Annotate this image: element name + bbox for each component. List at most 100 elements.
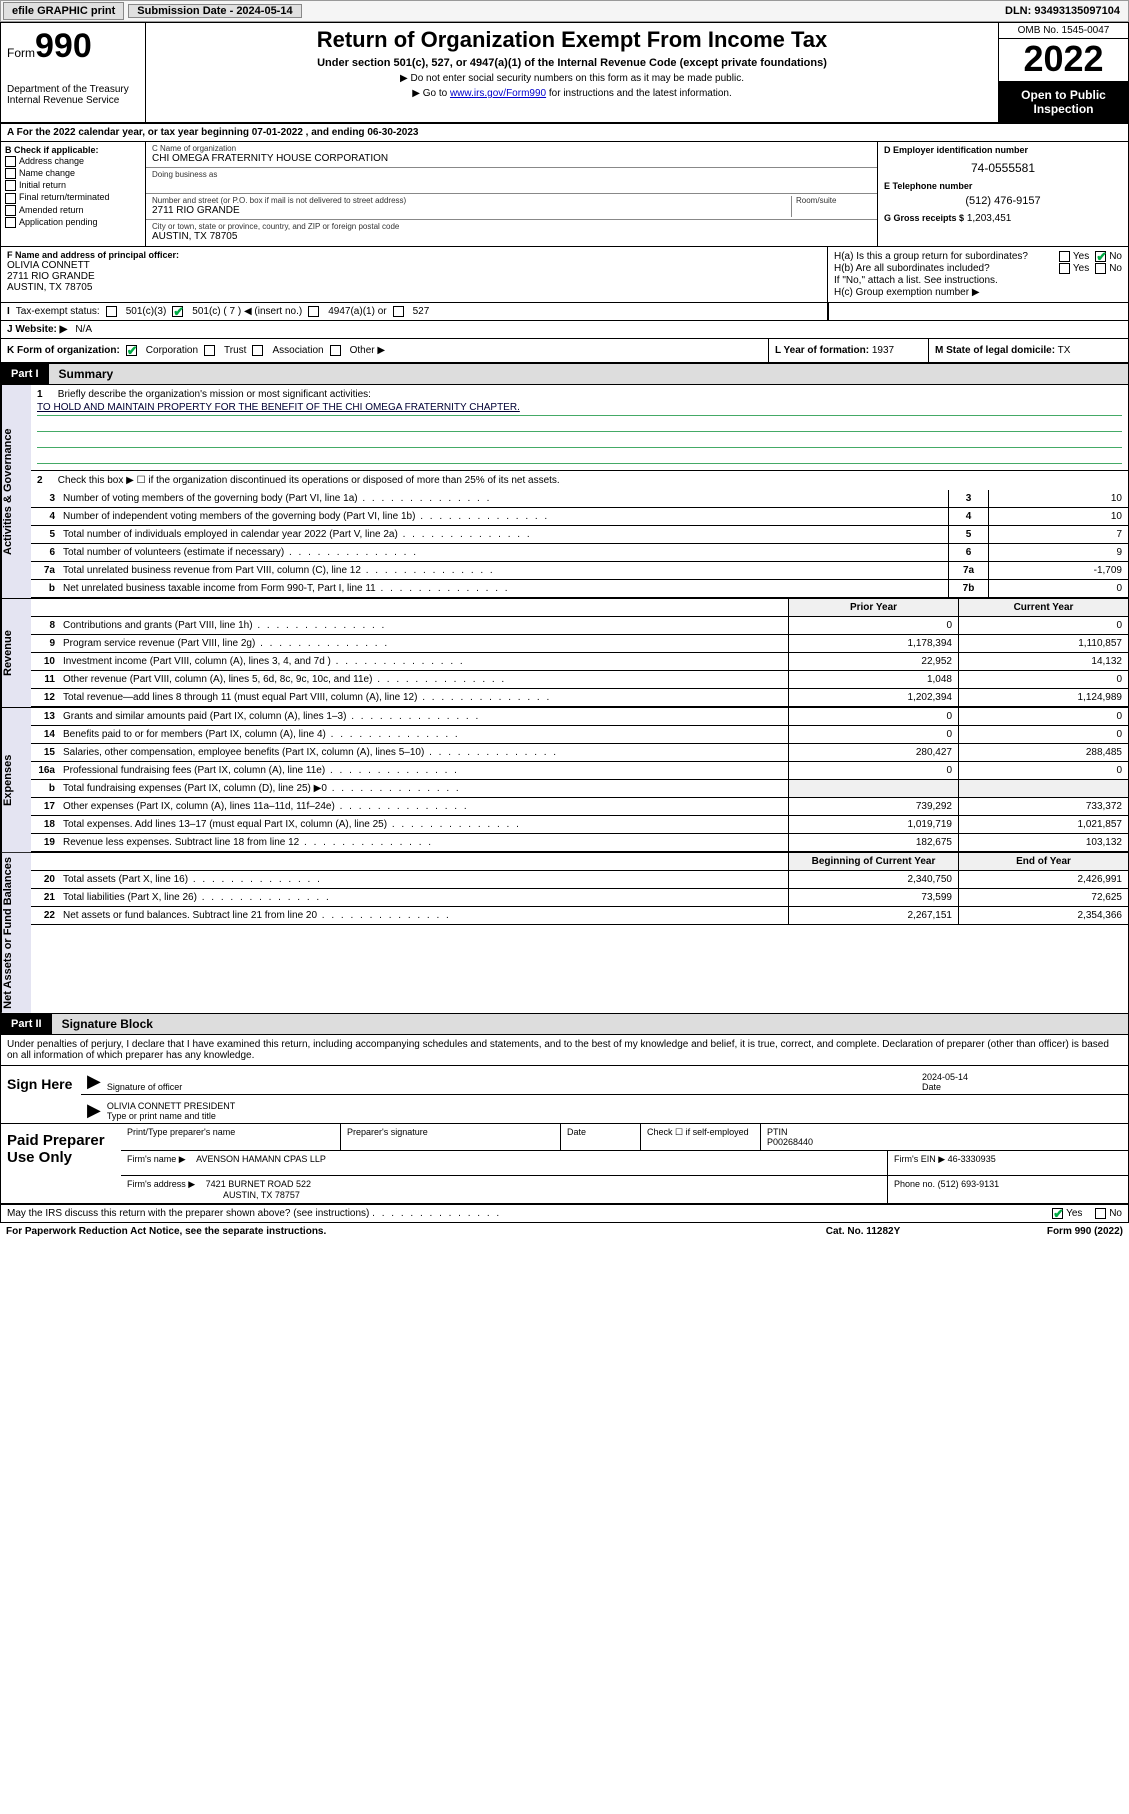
hb-row: H(b) Are all subordinates included? Yes … bbox=[834, 263, 1122, 274]
cb-initial-return[interactable]: Initial return bbox=[5, 180, 141, 191]
row-text: Total unrelated business revenue from Pa… bbox=[59, 562, 948, 579]
dba-label: Doing business as bbox=[152, 170, 871, 179]
row-num: 9 bbox=[31, 635, 59, 652]
table-row: 22 Net assets or fund balances. Subtract… bbox=[31, 907, 1128, 925]
city-label: City or town, state or province, country… bbox=[152, 222, 871, 231]
cb-final-return[interactable]: Final return/terminated bbox=[5, 192, 141, 203]
current-val: 0 bbox=[958, 762, 1128, 779]
cb-amended[interactable]: Amended return bbox=[5, 205, 141, 216]
row-text: Net unrelated business taxable income fr… bbox=[59, 580, 948, 597]
row-num: 4 bbox=[31, 508, 59, 525]
table-row: 19 Revenue less expenses. Subtract line … bbox=[31, 834, 1128, 852]
hb-yes-cb[interactable] bbox=[1059, 263, 1070, 274]
cb-trust[interactable] bbox=[204, 345, 215, 356]
efile-print-button[interactable]: efile GRAPHIC print bbox=[3, 2, 124, 20]
irs-link[interactable]: www.irs.gov/Form990 bbox=[450, 88, 546, 99]
row-j: J Website: ▶ N/A bbox=[1, 321, 1128, 339]
addr-value: 2711 RIO GRANDE bbox=[152, 205, 791, 216]
officer-name-title: OLIVIA CONNETT PRESIDENT bbox=[107, 1101, 1122, 1111]
row-i: I Tax-exempt status: 501(c)(3) 501(c) ( … bbox=[1, 303, 1128, 321]
cb-corp[interactable] bbox=[126, 345, 137, 356]
current-val: 14,132 bbox=[958, 653, 1128, 670]
org-name: CHI OMEGA FRATERNITY HOUSE CORPORATION bbox=[152, 153, 871, 164]
current-val: 0 bbox=[958, 671, 1128, 688]
vtab-revenue: Revenue bbox=[1, 599, 31, 707]
note2-post: for instructions and the latest informat… bbox=[546, 88, 732, 99]
cb-501c3[interactable] bbox=[106, 306, 117, 317]
name-line: ▶ OLIVIA CONNETT PRESIDENT Type or print… bbox=[81, 1095, 1128, 1123]
ha-row: H(a) Is this a group return for subordin… bbox=[834, 251, 1122, 262]
discuss-no-cb[interactable] bbox=[1095, 1208, 1106, 1219]
cb-other[interactable] bbox=[330, 345, 341, 356]
officer-label: F Name and address of principal officer: bbox=[7, 250, 821, 260]
table-row: 15 Salaries, other compensation, employe… bbox=[31, 744, 1128, 762]
prep-date-hdr: Date bbox=[561, 1124, 641, 1150]
table-row: 5 Total number of individuals employed i… bbox=[31, 526, 1128, 544]
cb-app-pending[interactable]: Application pending bbox=[5, 217, 141, 228]
phone-value: (512) 476-9157 bbox=[884, 195, 1122, 207]
begin-year-hdr: Beginning of Current Year bbox=[788, 853, 958, 870]
prior-year-hdr: Prior Year bbox=[788, 599, 958, 616]
cb-4947[interactable] bbox=[308, 306, 319, 317]
q2: 2 Check this box ▶ ☐ if the organization… bbox=[31, 471, 1128, 490]
table-row: 6 Total number of volunteers (estimate i… bbox=[31, 544, 1128, 562]
section-expenses: Expenses 13 Grants and similar amounts p… bbox=[1, 708, 1128, 853]
open-public: Open to Public Inspection bbox=[999, 82, 1128, 122]
cat-no: Cat. No. 11282Y bbox=[763, 1226, 963, 1237]
dba-cell: Doing business as bbox=[146, 168, 877, 194]
hb-no-cb[interactable] bbox=[1095, 263, 1106, 274]
table-row: 9 Program service revenue (Part VIII, li… bbox=[31, 635, 1128, 653]
cb-label: Amended return bbox=[19, 205, 84, 215]
prior-val: 2,340,750 bbox=[788, 871, 958, 888]
firm-ein-cell: Firm's EIN ▶ 46-3330935 bbox=[888, 1151, 1128, 1175]
dln: DLN: 93493135097104 bbox=[997, 5, 1128, 17]
row-key: 3 bbox=[948, 490, 988, 507]
end-year-hdr: End of Year bbox=[958, 853, 1128, 870]
row-num: 15 bbox=[31, 744, 59, 761]
cb-name-change[interactable]: Name change bbox=[5, 168, 141, 179]
ha-yes-cb[interactable] bbox=[1059, 251, 1070, 262]
cb-527[interactable] bbox=[393, 306, 404, 317]
mission-blank bbox=[37, 434, 1122, 448]
table-row: 4 Number of independent voting members o… bbox=[31, 508, 1128, 526]
table-row: 10 Investment income (Part VIII, column … bbox=[31, 653, 1128, 671]
row-text: Total number of volunteers (estimate if … bbox=[59, 544, 948, 561]
form-word: Form bbox=[7, 46, 35, 60]
row-j-label: J Website: ▶ bbox=[7, 324, 67, 335]
no-label: No bbox=[1109, 1208, 1122, 1219]
part2-title: Signature Block bbox=[52, 1014, 1128, 1034]
cb-label: Initial return bbox=[19, 180, 66, 190]
calendar-year-text: A For the 2022 calendar year, or tax yea… bbox=[1, 124, 424, 141]
irs-label: Internal Revenue Service bbox=[7, 95, 139, 106]
row-text: Total number of individuals employed in … bbox=[59, 526, 948, 543]
cb-assoc[interactable] bbox=[252, 345, 263, 356]
q1-text: Briefly describe the organization's miss… bbox=[58, 389, 371, 400]
ha-no-cb[interactable] bbox=[1095, 251, 1106, 262]
cb-address-change[interactable]: Address change bbox=[5, 156, 141, 167]
row-val: 0 bbox=[988, 580, 1128, 597]
table-row: 13 Grants and similar amounts paid (Part… bbox=[31, 708, 1128, 726]
cb-501c[interactable] bbox=[172, 306, 183, 317]
box-m: M State of legal domicile: TX bbox=[928, 339, 1128, 362]
current-val: 288,485 bbox=[958, 744, 1128, 761]
row-bcd: B Check if applicable: Address change Na… bbox=[1, 142, 1128, 247]
row-text: Benefits paid to or for members (Part IX… bbox=[59, 726, 788, 743]
prior-val: 739,292 bbox=[788, 798, 958, 815]
hc-text: H(c) Group exemption number ▶ bbox=[834, 287, 980, 298]
prior-val: 73,599 bbox=[788, 889, 958, 906]
row-val: 9 bbox=[988, 544, 1128, 561]
tax-year: 2022 bbox=[999, 39, 1128, 82]
phone-value: (512) 693-9131 bbox=[938, 1179, 1000, 1189]
vtab-governance: Activities & Governance bbox=[1, 385, 31, 598]
dept-treasury: Department of the Treasury bbox=[7, 84, 139, 95]
note-link: ▶ Go to www.irs.gov/Form990 for instruct… bbox=[152, 88, 992, 99]
discuss-yes-cb[interactable] bbox=[1052, 1208, 1063, 1219]
prior-val: 2,267,151 bbox=[788, 907, 958, 924]
prep-row1: Print/Type preparer's name Preparer's si… bbox=[121, 1124, 1128, 1151]
current-val bbox=[958, 780, 1128, 797]
part1-header: Part I Summary bbox=[1, 364, 1128, 385]
firm-name: AVENSON HAMANN CPAS LLP bbox=[196, 1154, 326, 1164]
paid-preparer-label: Paid Preparer Use Only bbox=[1, 1124, 121, 1203]
row-num: 10 bbox=[31, 653, 59, 670]
phone-label: Phone no. bbox=[894, 1179, 935, 1189]
